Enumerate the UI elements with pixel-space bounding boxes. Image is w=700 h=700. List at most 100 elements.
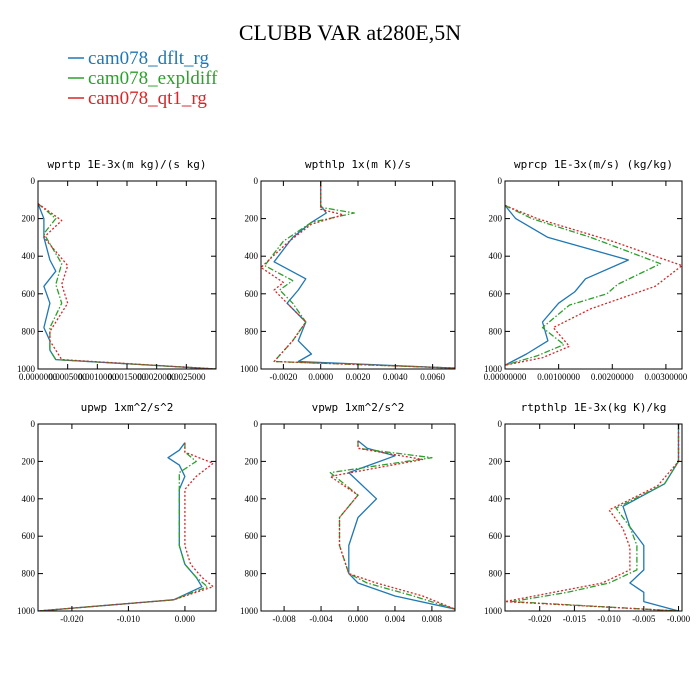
x-tick-label: 0.0005000 <box>49 372 88 382</box>
x-tick-label: -0.008 <box>272 614 296 624</box>
y-tick-label: 800 <box>489 569 503 579</box>
y-tick-label: 600 <box>489 289 503 299</box>
x-tick-label: 0.008 <box>422 614 443 624</box>
plot-frame <box>504 180 683 370</box>
y-tick-label: 400 <box>489 251 503 261</box>
series-line-1 <box>38 203 216 369</box>
y-tick-label: 800 <box>22 569 36 579</box>
y-tick-label: 400 <box>489 494 503 504</box>
y-tick-label: 600 <box>489 531 503 541</box>
y-tick-label: 0 <box>498 176 503 186</box>
panel-6: rtpthlp 1E-3x(kg K)/kg 0 200 400 600 800 1000 -… <box>484 401 691 624</box>
x-tick-label: -0.004 <box>309 614 333 624</box>
x-tick-label: -0.020 <box>528 614 552 624</box>
y-tick-label: 1000 <box>240 606 259 616</box>
y-tick-label: 0 <box>31 419 36 429</box>
y-tick-label: 800 <box>489 326 503 336</box>
series-line-3 <box>505 424 680 611</box>
y-tick-label: 400 <box>245 494 259 504</box>
y-tick-label: 600 <box>22 531 36 541</box>
legend-label-expldiff: cam078_expldiff <box>88 68 218 89</box>
panel-4: upwp 1xm^2/s^2 0 200 400 600 800 1000 -0.020 -0.… <box>17 401 217 624</box>
y-tick-label: 800 <box>22 326 36 336</box>
x-tick-label: -0.015 <box>563 614 587 624</box>
y-tick-label: 800 <box>245 569 259 579</box>
y-tick-label: 800 <box>245 326 259 336</box>
x-tick-label: -0.005 <box>632 614 656 624</box>
x-tick-label: 0.0020000 <box>138 372 177 382</box>
x-tick-label: 0.00000000 <box>484 372 527 382</box>
legend-label-dflt: cam078_dflt_rg <box>88 48 210 69</box>
x-tick-label: 0.0025000 <box>167 372 206 382</box>
series-line-2 <box>38 442 209 611</box>
series-line-1 <box>273 181 455 369</box>
series-line-2 <box>505 204 662 366</box>
y-tick-label: 600 <box>245 531 259 541</box>
x-tick-label: 0.0060 <box>420 372 445 382</box>
panel-title: wprtp 1E-3x(m kg)/(s kg) <box>48 158 207 171</box>
plot-frame <box>260 180 456 370</box>
y-tick-label: 1000 <box>240 364 259 374</box>
x-tick-label: 0.000 <box>348 614 369 624</box>
series-line-3 <box>38 442 214 611</box>
y-tick-label: 1000 <box>17 364 36 374</box>
panel-title: upwp 1xm^2/s^2 <box>81 401 174 414</box>
x-tick-label: 0.0020 <box>346 372 371 382</box>
y-tick-label: 400 <box>245 251 259 261</box>
y-tick-label: 400 <box>22 251 36 261</box>
legend-label-qt1: cam078_qt1_rg <box>88 88 207 109</box>
panel-1: wprtp 1E-3x(m kg)/(s kg) 0 200 400 600 800 100… <box>17 158 217 382</box>
series-line-1 <box>622 424 680 611</box>
figure-title: CLUBB VAR at280E,5N <box>239 20 461 45</box>
y-tick-label: 200 <box>22 214 36 224</box>
series-line-2 <box>38 203 216 369</box>
y-tick-label: 200 <box>489 456 503 466</box>
y-tick-label: 400 <box>22 494 36 504</box>
y-tick-label: 200 <box>489 214 503 224</box>
y-tick-label: 600 <box>245 289 259 299</box>
series-line-1 <box>38 442 203 611</box>
x-tick-label: -0.0020 <box>270 372 298 382</box>
panel-2: wpthlp 1x(m K)/s 0 200 400 600 800 1000 -0.0020… <box>240 158 456 382</box>
series-line-2 <box>329 440 455 610</box>
y-tick-label: 200 <box>245 214 259 224</box>
series-line-3 <box>261 181 455 369</box>
y-tick-label: 600 <box>22 289 36 299</box>
plot-frame <box>504 423 683 612</box>
y-tick-label: 0 <box>498 419 503 429</box>
y-tick-label: 1000 <box>484 364 503 374</box>
series-group <box>505 204 682 366</box>
panel-title: wprcp 1E-3x(m/s) (kg/kg) <box>514 158 673 171</box>
series-group <box>261 181 455 369</box>
x-tick-label: -0.020 <box>60 614 84 624</box>
x-tick-label: 0.0040 <box>383 372 408 382</box>
panel-title: rtpthlp 1E-3x(kg K)/kg <box>521 401 667 414</box>
series-line-1 <box>348 440 455 610</box>
x-tick-label: 0.0000000 <box>19 372 58 382</box>
y-tick-label: 0 <box>254 419 259 429</box>
x-tick-label: 0.00100000 <box>537 372 580 382</box>
x-tick-label: 0.000 <box>175 614 196 624</box>
x-tick-label: 0.00300000 <box>645 372 688 382</box>
y-tick-label: 200 <box>22 456 36 466</box>
panel-5: vpwp 1xm^2/s^2 0 200 400 600 800 1000 -0.008 -0.… <box>240 401 456 624</box>
panel-title: wpthlp 1x(m K)/s <box>305 158 411 171</box>
x-tick-label: 0.0010000 <box>78 372 117 382</box>
x-tick-label: 0.004 <box>385 614 406 624</box>
plot-frame <box>37 423 217 612</box>
series-group <box>505 424 680 611</box>
series-line-3 <box>505 204 682 366</box>
y-tick-label: 1000 <box>484 606 503 616</box>
series-line-3 <box>38 203 216 369</box>
series-line-2 <box>511 424 680 611</box>
series-group <box>329 440 455 610</box>
x-tick-label: -0.010 <box>597 614 621 624</box>
x-tick-label: 0.00200000 <box>591 372 634 382</box>
y-tick-label: 0 <box>254 176 259 186</box>
y-tick-label: 1000 <box>17 606 36 616</box>
x-tick-label: -0.000 <box>667 614 691 624</box>
legend: cam078_dflt_rg cam078_expldiff cam078_qt… <box>68 48 218 109</box>
panel-3: wprcp 1E-3x(m/s) (kg/kg) 0 200 400 600 800 100… <box>484 158 688 382</box>
panel-title: vpwp 1xm^2/s^2 <box>312 401 405 414</box>
